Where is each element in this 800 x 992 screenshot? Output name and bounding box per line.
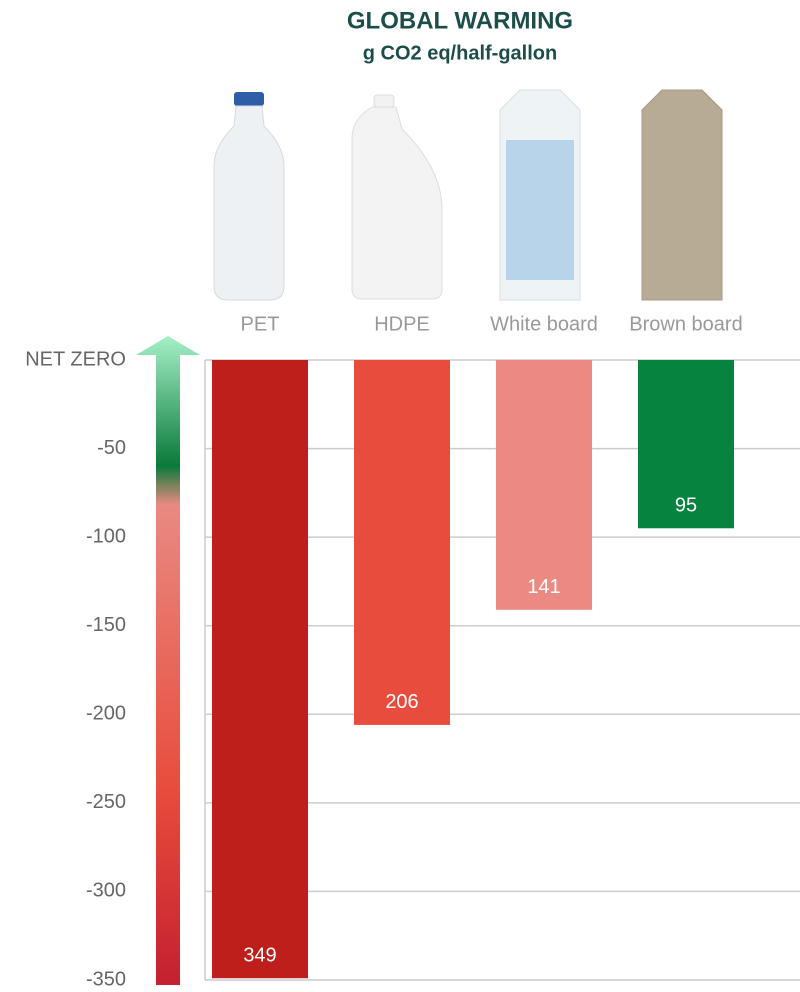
- bar: [354, 360, 450, 725]
- y-tick-label: -200: [86, 703, 126, 725]
- x-category-label: White board: [490, 313, 598, 335]
- chart-subtitle: g CO2 eq/half-gallon: [363, 42, 557, 64]
- data-label: 141: [527, 576, 560, 598]
- y-tick-label: NET ZERO: [25, 348, 126, 370]
- chart-title: GLOBAL WARMING: [347, 7, 573, 34]
- gradient-arrow: [136, 336, 200, 985]
- x-category-label: HDPE: [374, 313, 430, 335]
- x-category-label: Brown board: [629, 313, 742, 335]
- bar: [496, 360, 592, 610]
- y-tick-label: -50: [97, 437, 126, 459]
- y-tick-label: -150: [86, 614, 126, 636]
- data-label: 349: [243, 945, 276, 967]
- product-images: [213, 89, 723, 301]
- data-label: 95: [675, 495, 697, 517]
- y-tick-label: -250: [86, 791, 126, 813]
- data-label: 206: [385, 691, 418, 713]
- y-tick-label: -300: [86, 880, 126, 902]
- bar: [212, 360, 308, 979]
- y-tick-label: -100: [86, 525, 126, 547]
- x-category-label: PET: [241, 313, 280, 335]
- y-tick-label: -350: [86, 968, 126, 990]
- bar: [638, 360, 734, 529]
